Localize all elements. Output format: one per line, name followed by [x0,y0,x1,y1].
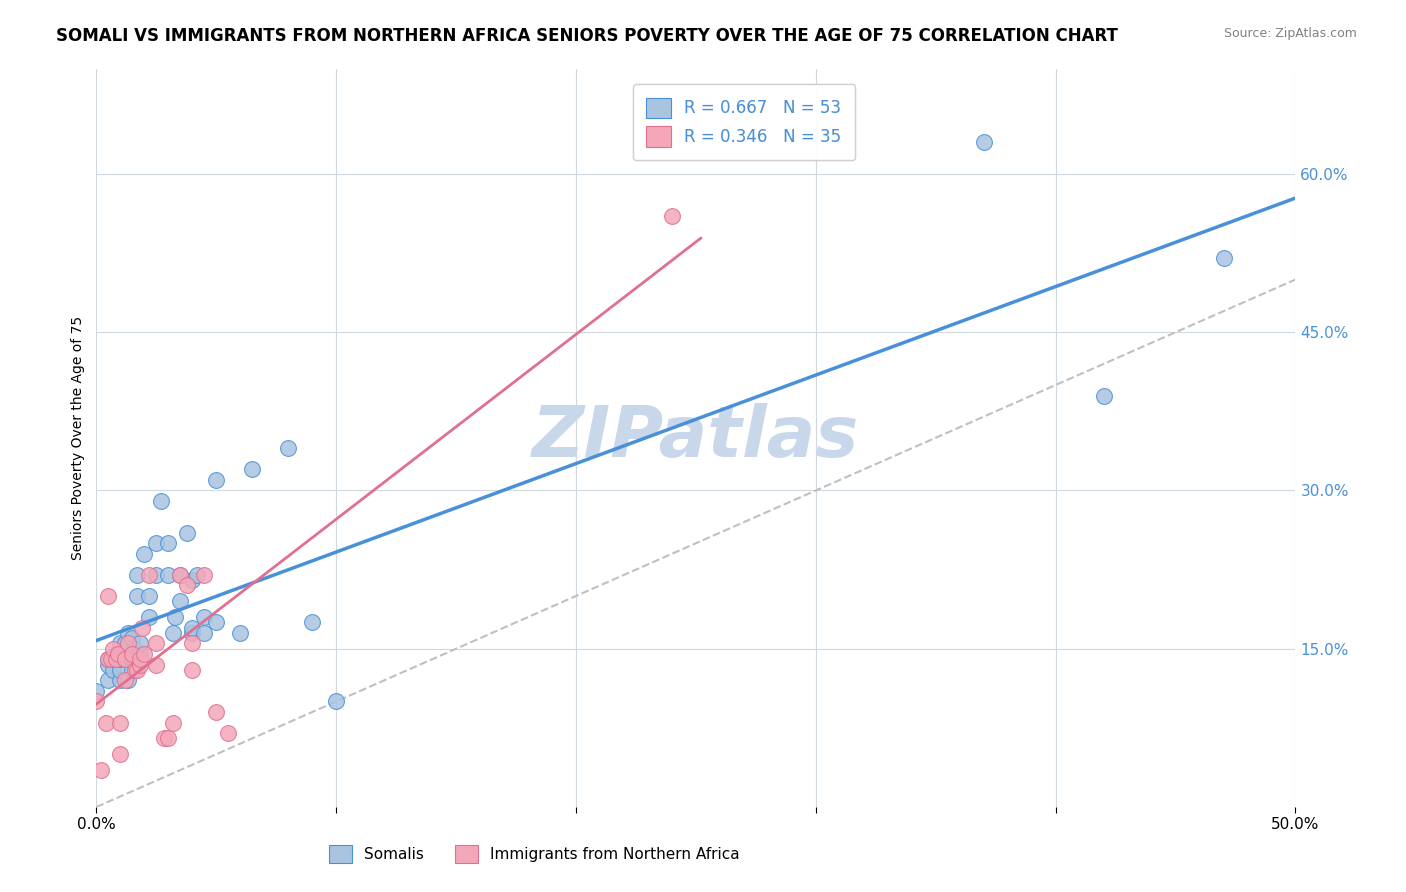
Legend: R = 0.667   N = 53, R = 0.346   N = 35: R = 0.667 N = 53, R = 0.346 N = 35 [633,84,855,160]
Point [110,715,132,730]
Text: Source: ZipAtlas.com: Source: ZipAtlas.com [1223,27,1357,40]
Point [100,652,122,666]
Point [152,731,174,746]
Point [973,136,995,150]
Point [1092,388,1115,402]
Point [301,615,323,630]
Point [127,589,149,603]
Point [176,525,198,540]
Point [97,589,120,603]
Point [217,726,239,740]
Point [90,763,112,777]
Point [169,568,191,582]
Point [193,568,215,582]
Point [110,652,132,666]
Point [104,647,127,661]
Point [1212,252,1234,266]
Point [107,647,129,661]
Point [325,694,347,708]
Point [127,663,149,677]
Point [150,494,173,508]
Point [145,536,167,550]
Point [124,641,146,656]
Point [114,673,136,688]
Point [117,636,139,650]
Point [205,615,228,630]
Point [94,715,117,730]
Point [114,652,136,666]
Point [127,568,149,582]
Point [128,652,150,666]
Text: ZIPatlas: ZIPatlas [533,403,859,472]
Point [138,589,160,603]
Point [134,647,156,661]
Point [97,652,120,666]
Point [181,621,204,635]
Point [104,652,127,666]
Point [229,626,252,640]
Point [110,673,132,688]
Point [121,663,143,677]
Point [145,657,167,672]
Legend: Somalis, Immigrants from Northern Africa: Somalis, Immigrants from Northern Africa [316,832,752,875]
Point [97,673,120,688]
Point [110,636,132,650]
Point [176,578,198,592]
Point [128,647,150,661]
Point [193,610,215,624]
Point [169,568,191,582]
Point [117,673,139,688]
Point [128,657,150,672]
Point [86,684,108,698]
Point [134,547,156,561]
Point [162,715,184,730]
Point [121,631,143,645]
Point [145,636,167,650]
Point [128,636,150,650]
Point [157,568,180,582]
Point [101,641,124,656]
Point [181,663,204,677]
Point [114,636,136,650]
Point [205,705,228,719]
Point [86,694,108,708]
Point [110,663,132,677]
Point [124,663,146,677]
Point [104,652,127,666]
Point [205,473,228,487]
Point [124,657,146,672]
Point [138,610,160,624]
Point [165,610,187,624]
Point [277,442,299,456]
Point [101,663,124,677]
Point [121,652,143,666]
Point [169,594,191,608]
Text: SOMALI VS IMMIGRANTS FROM NORTHERN AFRICA SENIORS POVERTY OVER THE AGE OF 75 COR: SOMALI VS IMMIGRANTS FROM NORTHERN AFRIC… [56,27,1118,45]
Point [97,657,120,672]
Point [97,652,120,666]
Point [181,626,204,640]
Point [181,636,204,650]
Point [661,209,683,223]
Point [145,568,167,582]
Point [240,462,263,476]
Point [181,573,204,587]
Point [110,747,132,762]
Point [157,536,180,550]
Point [186,568,208,582]
Point [162,626,184,640]
Point [117,626,139,640]
Point [193,626,215,640]
Point [138,568,160,582]
Point [157,731,180,746]
Point [131,621,153,635]
Point [114,652,136,666]
Y-axis label: Seniors Poverty Over the Age of 75: Seniors Poverty Over the Age of 75 [72,316,86,560]
Point [121,647,143,661]
